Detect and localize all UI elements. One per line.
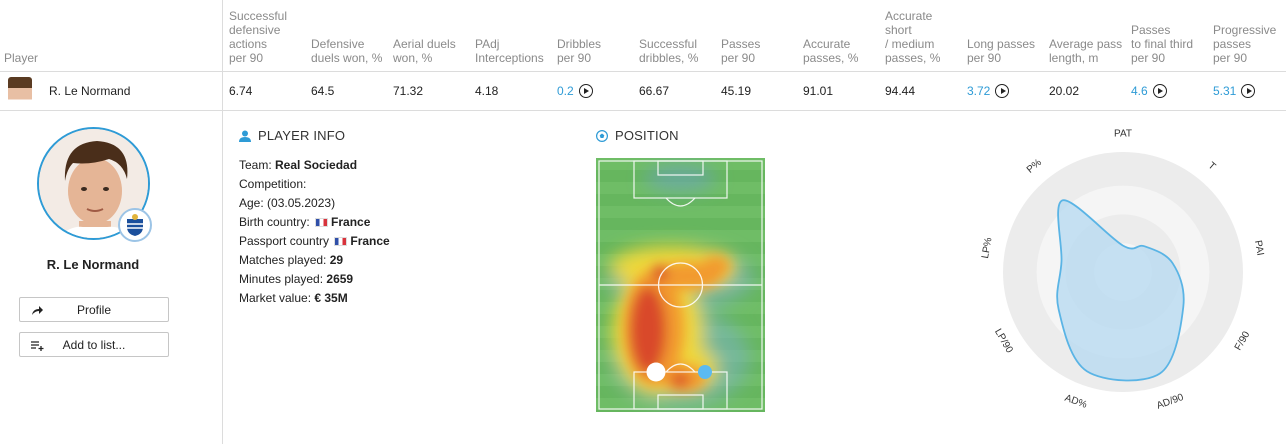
table-cell[interactable]: 4.6 — [1131, 84, 1167, 98]
team-line: Team: Real Sociedad — [239, 158, 358, 172]
column-header[interactable]: Dribbles per 90 — [557, 37, 602, 65]
position-title: POSITION — [596, 128, 679, 143]
table-cell[interactable]: 0.2 — [557, 84, 593, 98]
player-photo — [37, 127, 150, 240]
column-header[interactable]: Passes per 90 — [721, 37, 761, 65]
matches-line: Matches played: 29 — [239, 253, 344, 267]
player-column-header[interactable]: Player — [4, 51, 39, 65]
play-video-icon[interactable] — [578, 84, 593, 98]
player-info-title: PLAYER INFO — [239, 128, 345, 143]
column-header[interactable]: Aerial duels won, % — [393, 37, 456, 65]
column-header[interactable]: Successful dribbles, % — [639, 37, 699, 65]
table-row[interactable]: R. Le Normand 6.74 64.5 71.32 4.18 0.2 66.67 4… — [0, 72, 1286, 111]
share-arrow-icon — [32, 306, 43, 315]
cell-value: 64.5 — [311, 84, 335, 98]
play-video-icon[interactable] — [1241, 84, 1256, 98]
person-icon — [239, 130, 251, 142]
cell-value: 71.32 — [393, 84, 424, 98]
radar-axis-label: LP% — [980, 237, 995, 260]
cell-value: 4.18 — [475, 84, 499, 98]
radar-axis-label: LP/90 — [992, 327, 1015, 356]
soccer-ball-icon — [596, 129, 608, 142]
france-flag-icon — [334, 237, 348, 246]
column-header[interactable]: Successful defensive actions per 90 — [229, 9, 288, 65]
table-cell[interactable]: 3.72 — [967, 84, 1010, 98]
secondary-position-marker — [698, 365, 712, 379]
average-position-marker — [646, 362, 666, 382]
profile-button[interactable]: Profile — [19, 297, 169, 322]
table-cell: 91.01 — [803, 84, 833, 98]
cell-value: 94.44 — [885, 84, 916, 98]
radar-shape — [1056, 199, 1185, 382]
cell-value: 66.67 — [639, 84, 670, 98]
column-header[interactable]: Average pass length, m — [1049, 37, 1123, 65]
radar-axis-label: PAT — [1114, 129, 1132, 140]
player-info-list: Team: Real Sociedad Competition: Age: (0… — [239, 158, 390, 310]
market-value-line: Market value: € 35M — [239, 291, 348, 305]
column-header[interactable]: Passes to final third per 90 — [1131, 23, 1194, 65]
table-cell[interactable]: 5.31 — [1213, 84, 1256, 98]
minutes-line: Minutes played: 2659 — [239, 272, 354, 286]
profile-button-label: Profile — [76, 302, 111, 317]
passport-country-line: Passport country France — [239, 234, 390, 248]
play-video-icon[interactable] — [995, 84, 1010, 98]
age-line: Age: (03.05.2023) — [239, 196, 336, 210]
add-to-list-label: Add to list... — [62, 337, 126, 352]
radar-axis-label: T — [1206, 160, 1218, 172]
france-flag-icon — [315, 218, 329, 227]
cell-value: 6.74 — [229, 84, 253, 98]
table-cell: 66.67 — [639, 84, 669, 98]
cell-value: 91.01 — [803, 84, 834, 98]
team-crest-icon — [118, 208, 152, 242]
table-cell: 71.32 — [393, 84, 423, 98]
cell-value[interactable]: 0.2 — [557, 84, 574, 98]
row-player-avatar — [8, 77, 32, 105]
cell-value: 20.02 — [1049, 84, 1080, 98]
column-header[interactable]: Long passes per 90 — [967, 37, 1036, 65]
player-name: R. Le Normand — [46, 257, 140, 272]
column-header[interactable]: Defensive duels won, % — [311, 37, 383, 65]
position-heatmap — [596, 158, 765, 412]
add-to-list-button[interactable]: Add to list... — [19, 332, 169, 357]
team-value[interactable]: Real Sociedad — [275, 158, 358, 172]
add-list-icon — [31, 341, 44, 351]
table-cell: 94.44 — [885, 84, 915, 98]
birth-country-line: Birth country: France — [239, 215, 371, 229]
cell-value: 45.19 — [721, 84, 752, 98]
table-cell: 6.74 — [229, 84, 252, 98]
radar-axis-label: PAI — [1252, 239, 1266, 256]
cell-value[interactable]: 3.72 — [967, 84, 991, 98]
table-cell: 20.02 — [1049, 84, 1079, 98]
radar-axis-label: P% — [1025, 157, 1044, 175]
table-cell: 45.19 — [721, 84, 751, 98]
column-header[interactable]: PAdj Interceptions — [475, 37, 544, 65]
table-cell: 64.5 — [311, 84, 334, 98]
radar-axis-label: AD/90 — [1155, 392, 1185, 412]
row-player-name[interactable]: R. Le Normand — [49, 84, 131, 98]
cell-value[interactable]: 5.31 — [1213, 84, 1237, 98]
competition-line: Competition: — [239, 177, 307, 191]
cell-value[interactable]: 4.6 — [1131, 84, 1148, 98]
radar-chart: PAT T PAI F/90 AD/90 AD% LP/90 LP% P% — [960, 120, 1286, 444]
column-header[interactable]: Accurate short / medium passes, % — [885, 9, 941, 65]
table-header: Player Successful defensive actions per … — [0, 0, 1286, 72]
column-divider — [222, 0, 223, 444]
play-video-icon[interactable] — [1152, 84, 1167, 98]
radar-axis-label: AD% — [1063, 393, 1088, 411]
column-header[interactable]: Progressive passes per 90 — [1213, 23, 1277, 65]
column-header[interactable]: Accurate passes, % — [803, 37, 859, 65]
table-cell: 4.18 — [475, 84, 498, 98]
radar-axis-label: F/90 — [1233, 329, 1253, 352]
